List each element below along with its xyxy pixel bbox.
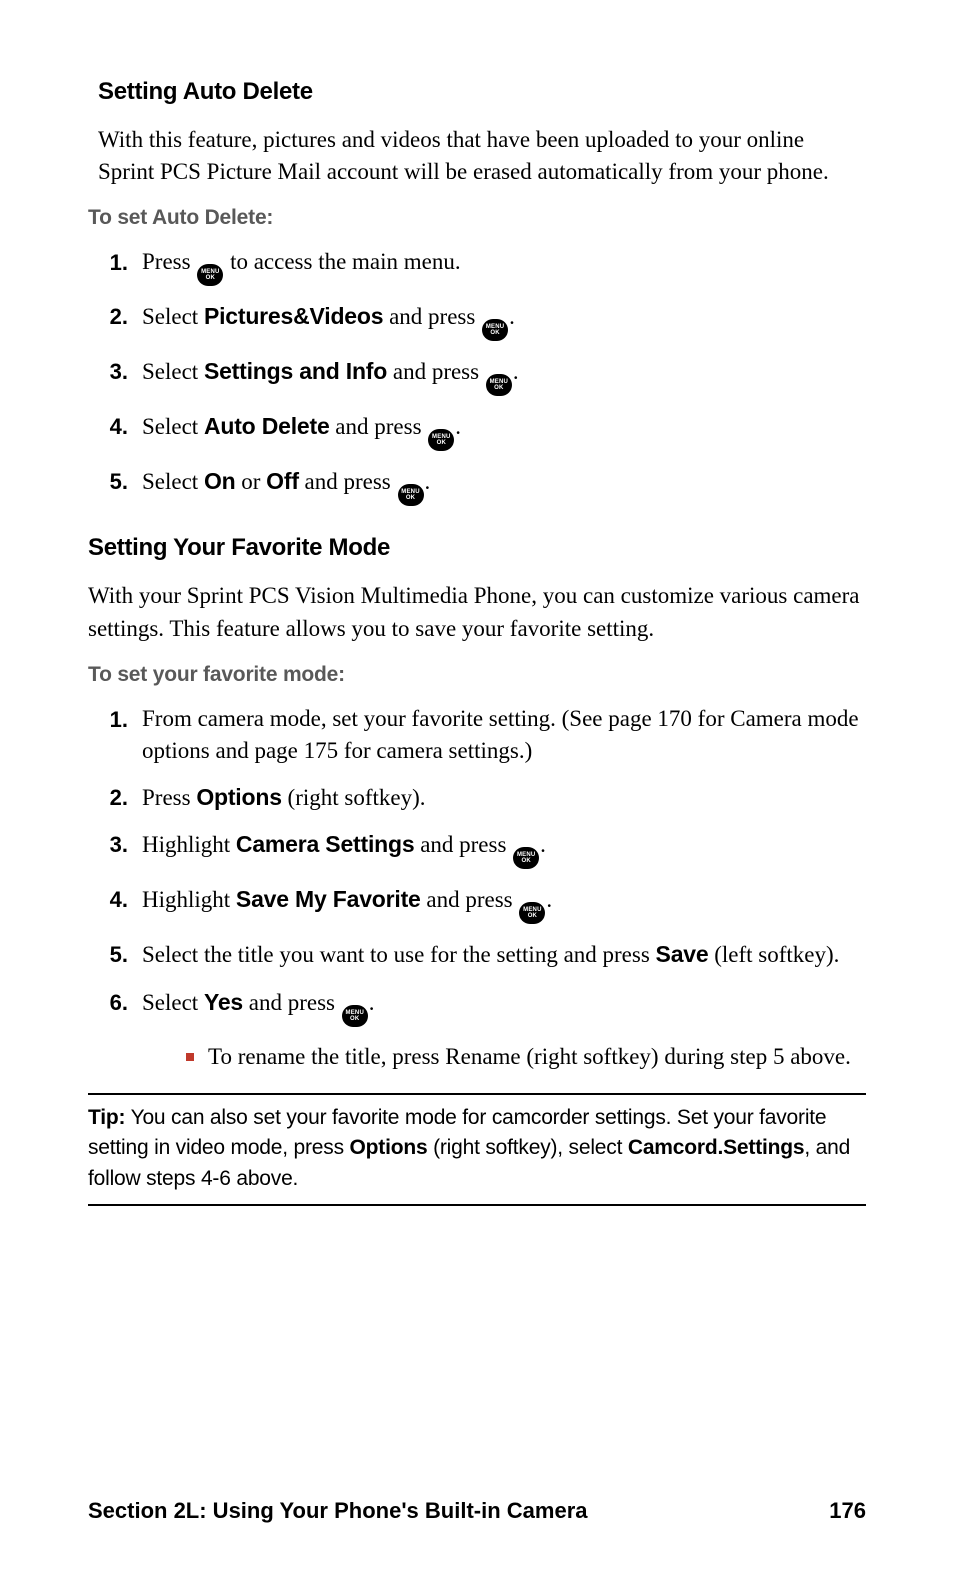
menu-ok-icon: MENUOK: [519, 902, 545, 924]
step-item: 2. Press Options (right softkey).: [88, 781, 866, 814]
step-number: 2.: [88, 300, 142, 333]
intro-auto-delete: With this feature, pictures and videos t…: [98, 124, 866, 188]
step-item: 5. Select the title you want to use for …: [88, 938, 866, 971]
step-text: Select On or Off and press MENUOK.: [142, 465, 866, 506]
step-text: Select Pictures&Videos and press MENUOK.: [142, 300, 866, 341]
menu-ok-icon: MENUOK: [486, 374, 512, 396]
steps-auto-delete: 1. Press MENUOK to access the main menu.…: [88, 246, 866, 506]
heading-favorite-mode: Setting Your Favorite Mode: [88, 534, 866, 562]
step-text: Select Yes and press MENUOK.: [142, 986, 866, 1027]
sub-bullet-text: To rename the title, press Rename (right…: [208, 1041, 851, 1073]
step-text: Select Settings and Info and press MENUO…: [142, 355, 866, 396]
step-item: 1. Press MENUOK to access the main menu.: [88, 246, 866, 286]
step-number: 5.: [88, 465, 142, 498]
step-number: 1.: [88, 703, 142, 736]
step-number: 6.: [88, 986, 142, 1019]
heading-auto-delete: Setting Auto Delete: [98, 78, 866, 106]
menu-ok-icon: MENUOK: [482, 319, 508, 341]
step-number: 5.: [88, 938, 142, 971]
sublabel-auto-delete: To set Auto Delete:: [88, 206, 866, 230]
step-text: From camera mode, set your favorite sett…: [142, 703, 866, 767]
step-number: 4.: [88, 883, 142, 916]
step-number: 3.: [88, 355, 142, 388]
step-item: 3. Highlight Camera Settings and press M…: [88, 828, 866, 869]
step-item: 4. Highlight Save My Favorite and press …: [88, 883, 866, 924]
step-text: Select the title you want to use for the…: [142, 938, 866, 971]
step-text: Highlight Camera Settings and press MENU…: [142, 828, 866, 869]
menu-ok-icon: MENUOK: [342, 1005, 368, 1027]
intro-favorite-mode: With your Sprint PCS Vision Multimedia P…: [88, 580, 866, 644]
menu-ok-icon: MENUOK: [197, 264, 223, 286]
bullet-square-icon: [186, 1053, 194, 1061]
footer-section-title: Section 2L: Using Your Phone's Built-in …: [88, 1498, 588, 1524]
step-text: Highlight Save My Favorite and press MEN…: [142, 883, 866, 924]
step-item: 3. Select Settings and Info and press ME…: [88, 355, 866, 396]
tip-label: Tip:: [88, 1106, 125, 1129]
menu-ok-icon: MENUOK: [398, 484, 424, 506]
step-item: 2. Select Pictures&Videos and press MENU…: [88, 300, 866, 341]
page-footer: Section 2L: Using Your Phone's Built-in …: [88, 1498, 866, 1524]
step-item: 1. From camera mode, set your favorite s…: [88, 703, 866, 767]
step-text: Press MENUOK to access the main menu.: [142, 246, 866, 286]
step-item: 6. Select Yes and press MENUOK.: [88, 986, 866, 1027]
sub-bullet-rename: To rename the title, press Rename (right…: [186, 1041, 866, 1073]
step-item: 4. Select Auto Delete and press MENUOK.: [88, 410, 866, 451]
step-text: Press Options (right softkey).: [142, 781, 866, 814]
steps-favorite-mode: 1. From camera mode, set your favorite s…: [88, 703, 866, 1027]
manual-page: Setting Auto Delete With this feature, p…: [0, 0, 954, 1590]
step-number: 2.: [88, 781, 142, 814]
menu-ok-icon: MENUOK: [428, 429, 454, 451]
step-number: 3.: [88, 828, 142, 861]
menu-ok-icon: MENUOK: [513, 847, 539, 869]
step-number: 1.: [88, 246, 142, 279]
step-number: 4.: [88, 410, 142, 443]
tip-block: Tip: You can also set your favorite mode…: [88, 1093, 866, 1206]
footer-page-number: 176: [829, 1498, 866, 1524]
step-text: Select Auto Delete and press MENUOK.: [142, 410, 866, 451]
sublabel-favorite-mode: To set your favorite mode:: [88, 663, 866, 687]
step-item: 5. Select On or Off and press MENUOK.: [88, 465, 866, 506]
